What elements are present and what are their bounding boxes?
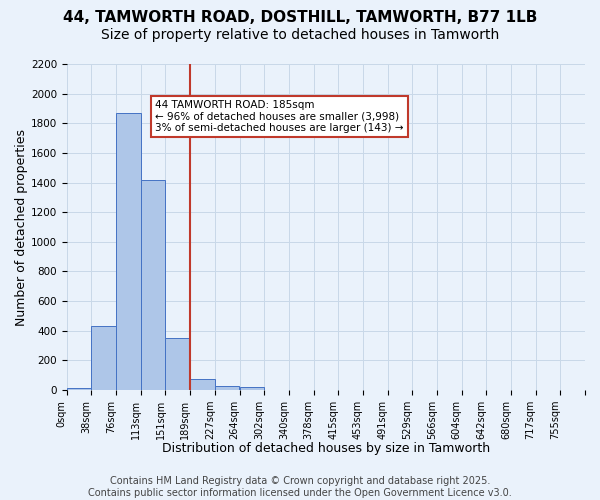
- Bar: [67, 388, 91, 390]
- X-axis label: Distribution of detached houses by size in Tamworth: Distribution of detached houses by size …: [162, 442, 490, 455]
- Bar: [91, 326, 116, 390]
- Text: 44 TAMWORTH ROAD: 185sqm
← 96% of detached houses are smaller (3,998)
3% of semi: 44 TAMWORTH ROAD: 185sqm ← 96% of detach…: [155, 100, 403, 133]
- Y-axis label: Number of detached properties: Number of detached properties: [15, 128, 28, 326]
- Bar: [190, 379, 215, 390]
- Text: Size of property relative to detached houses in Tamworth: Size of property relative to detached ho…: [101, 28, 499, 42]
- Bar: [141, 180, 166, 390]
- Bar: [215, 386, 239, 390]
- Bar: [116, 113, 141, 390]
- Bar: [239, 387, 264, 390]
- Text: Contains HM Land Registry data © Crown copyright and database right 2025.
Contai: Contains HM Land Registry data © Crown c…: [88, 476, 512, 498]
- Bar: [166, 338, 190, 390]
- Text: 44, TAMWORTH ROAD, DOSTHILL, TAMWORTH, B77 1LB: 44, TAMWORTH ROAD, DOSTHILL, TAMWORTH, B…: [63, 10, 537, 25]
